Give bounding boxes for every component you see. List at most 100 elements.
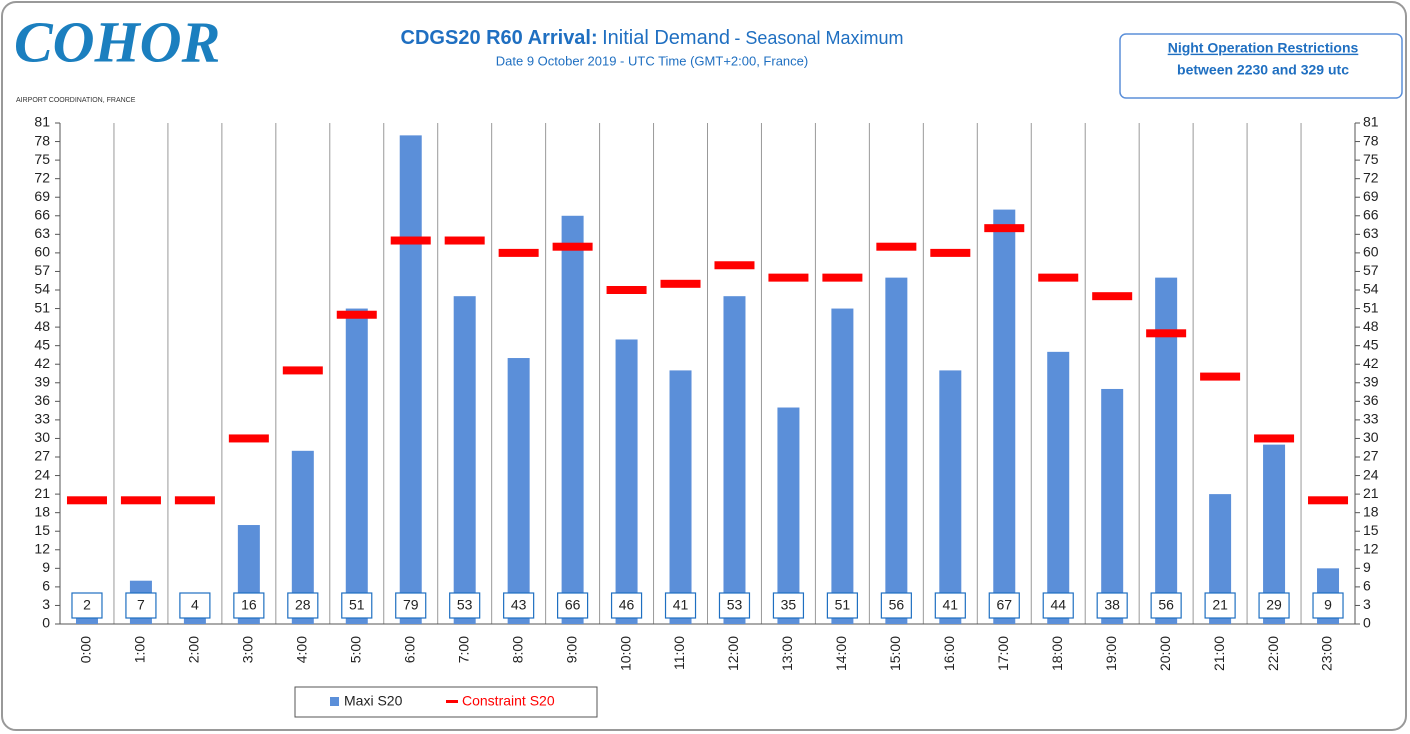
constraint-marker [606, 286, 647, 294]
constraint-marker [714, 261, 755, 270]
y-tick-label: 72 [34, 169, 50, 185]
bar [831, 308, 854, 624]
note-line: between 2230 and 329 utc [1177, 62, 1349, 78]
value-label: 66 [565, 597, 581, 613]
y2-tick-label: 51 [1363, 299, 1379, 315]
x-tick-label: 15:00 [887, 636, 903, 671]
x-tick-label: 6:00 [401, 636, 417, 663]
bar [561, 215, 584, 624]
chart-title: CDGS20 R60 Arrival: Initial Demand - Sea… [401, 27, 904, 49]
bar [1155, 277, 1178, 624]
x-tick-label: 22:00 [1265, 636, 1281, 671]
value-label-box [664, 592, 697, 619]
y-tick-label: 57 [34, 262, 50, 278]
y-tick-label: 30 [34, 429, 50, 445]
y-tick-label: 21 [34, 485, 50, 501]
note-box [1119, 33, 1403, 99]
y2-tick-label: 78 [1363, 132, 1379, 148]
x-tick-label: 4:00 [294, 636, 310, 663]
constraint-marker [120, 496, 161, 505]
value-label: 41 [673, 597, 689, 613]
y2-tick-label: 81 [1363, 114, 1379, 130]
y-tick-label: 3 [42, 596, 50, 612]
value-label-box [1042, 592, 1074, 619]
y-tick-label: 81 [34, 114, 50, 130]
value-label-box [179, 592, 211, 619]
value-label-box [557, 592, 589, 619]
title-part: CDGS20 R60 Arrival: [401, 27, 598, 49]
value-label-box [826, 592, 858, 619]
constraint-marker [1038, 273, 1079, 282]
y-tick-label: 39 [34, 373, 50, 389]
x-tick-label: 9:00 [563, 636, 579, 663]
constraint-marker [822, 273, 863, 282]
x-tick-label: 18:00 [1049, 636, 1065, 671]
constraint-marker [1308, 496, 1349, 505]
constraint-marker [444, 236, 485, 245]
value-label-box [125, 592, 157, 619]
constraint-marker [282, 366, 323, 375]
constraint-marker [1254, 434, 1295, 443]
bar [1047, 351, 1070, 624]
y2-tick-label: 72 [1363, 169, 1379, 185]
y-tick-label: 45 [34, 336, 50, 352]
y2-tick-label: 60 [1363, 244, 1379, 260]
value-label-box [287, 592, 319, 619]
y2-tick-label: 6 [1363, 578, 1371, 594]
y2-tick-label: 42 [1363, 355, 1379, 371]
value-label: 2 [83, 597, 91, 613]
y2-tick-label: 69 [1363, 188, 1379, 204]
bar [723, 296, 746, 624]
value-label-box [610, 592, 643, 619]
y2-tick-label: 9 [1363, 559, 1371, 575]
bar [885, 277, 908, 624]
y2-tick-label: 12 [1363, 540, 1379, 556]
value-label: 53 [727, 597, 743, 613]
x-tick-label: 12:00 [725, 636, 741, 671]
x-tick-label: 5:00 [347, 636, 363, 663]
x-tick-label: 16:00 [941, 636, 957, 671]
constraint-marker [930, 248, 971, 257]
bar [1101, 388, 1124, 624]
constraint-marker [390, 236, 431, 245]
value-label-box [503, 592, 535, 619]
value-label-box [71, 592, 103, 619]
constraint-marker [876, 242, 917, 251]
value-label: 35 [781, 597, 797, 613]
y2-tick-label: 21 [1363, 485, 1379, 501]
y-tick-label: 12 [34, 540, 50, 556]
y-tick-label: 6 [42, 578, 50, 594]
bar [507, 358, 530, 624]
y2-tick-label: 3 [1363, 596, 1371, 612]
constraint-marker [768, 273, 809, 282]
x-tick-label: 0:00 [78, 636, 94, 663]
y2-tick-label: 0 [1363, 615, 1371, 631]
y2-tick-label: 39 [1363, 373, 1379, 389]
value-label: 56 [889, 597, 905, 613]
constraint-marker [1092, 292, 1133, 301]
bar [777, 407, 800, 624]
x-tick-label: 10:00 [617, 636, 633, 671]
value-label-box [341, 592, 373, 619]
value-label-box [772, 592, 805, 619]
bar [345, 308, 368, 624]
constraint-marker [1146, 329, 1187, 338]
x-tick-label: 1:00 [132, 636, 148, 663]
x-tick-label: 20:00 [1157, 636, 1173, 671]
value-label-box [1096, 592, 1128, 619]
bar [939, 370, 962, 624]
y2-tick-label: 57 [1363, 262, 1379, 278]
value-label: 9 [1324, 597, 1332, 613]
x-tick-label: 7:00 [455, 636, 471, 663]
y-tick-label: 48 [34, 318, 50, 334]
value-label-box [1204, 592, 1236, 619]
y2-tick-label: 36 [1363, 392, 1379, 408]
bar [1209, 494, 1232, 624]
y-tick-label: 75 [34, 151, 50, 167]
x-tick-label: 11:00 [671, 636, 687, 670]
bar [291, 450, 314, 624]
y-tick-label: 18 [34, 503, 50, 519]
x-tick-label: 2:00 [186, 636, 202, 663]
